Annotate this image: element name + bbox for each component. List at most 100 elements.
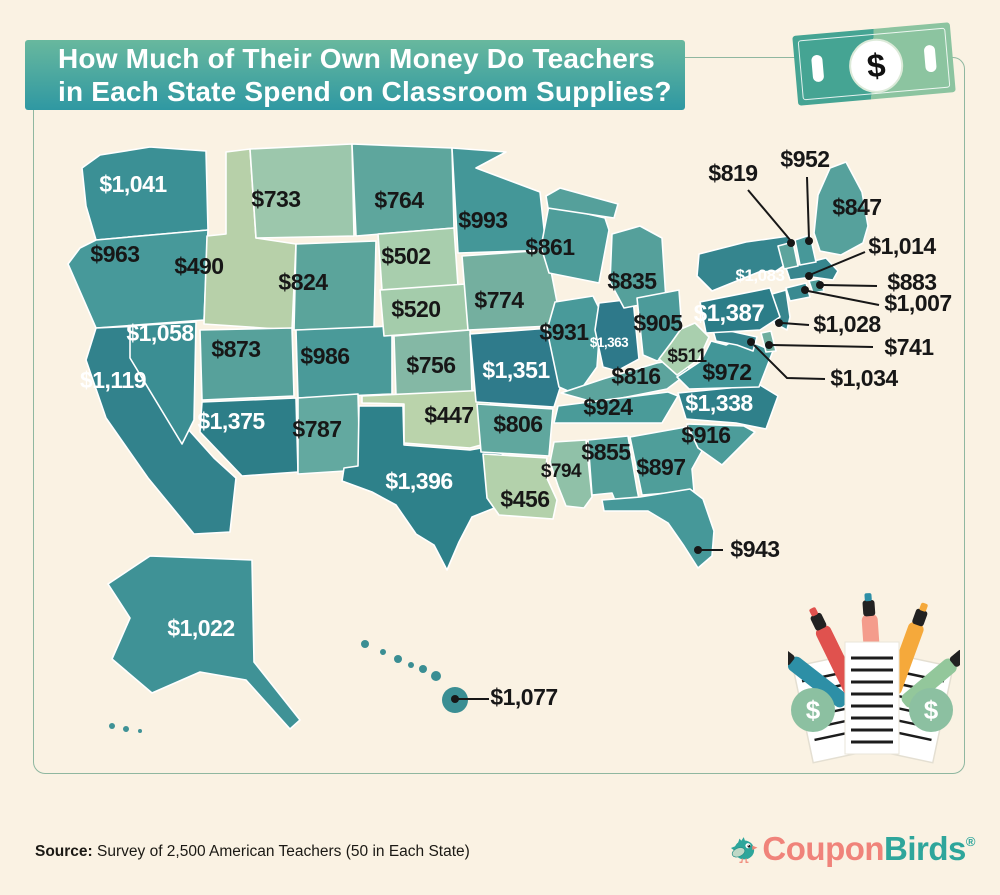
callout-line-CT (807, 290, 880, 306)
state-AK (107, 555, 301, 730)
state-label-IN: $1,363 (590, 335, 629, 350)
coin-left-icon: $ (791, 688, 835, 732)
state-MA (785, 257, 839, 281)
state-AK-island-2 (138, 729, 142, 733)
state-NY (696, 235, 795, 292)
state-HI-island-1 (380, 649, 386, 655)
state-label-ME: $847 (832, 194, 881, 220)
state-TX (341, 405, 504, 571)
callout-line-NH (806, 176, 810, 240)
state-AZ (199, 397, 299, 477)
state-label-MN: $993 (458, 207, 507, 233)
callout-dot-DE (765, 341, 773, 349)
state-HI-island-5 (431, 671, 441, 681)
state-HI-island-4 (419, 665, 427, 673)
callout-label-DE: $741 (884, 334, 934, 360)
state-AK-island-0 (109, 723, 115, 729)
coin-right-icon: $ (909, 688, 953, 732)
title-banner: How Much of Their Own Money Do Teachers … (25, 40, 685, 110)
state-label-TN: $924 (583, 394, 633, 420)
state-IL (546, 295, 602, 396)
state-label-NM: $787 (292, 416, 341, 442)
callout-dot-MD (747, 338, 755, 346)
state-label-CA: $1,119 (80, 367, 146, 393)
callout-dot-VT (787, 239, 795, 247)
state-MT (249, 143, 355, 239)
state-HI-island-2 (394, 655, 402, 663)
state-label-VA: $972 (702, 359, 751, 385)
state-FL (601, 488, 715, 569)
callout-line-MD (753, 344, 826, 380)
state-AK-island-1 (123, 726, 129, 732)
state-label-WA: $1,041 (99, 171, 167, 197)
callout-dot-MA (805, 272, 813, 280)
callout-line-VT (747, 189, 792, 242)
callout-label-HI: $1,077 (490, 684, 557, 710)
couponbirds-logo: CouponBirds® (730, 818, 976, 880)
state-GA (629, 426, 703, 496)
michigan-upper-peninsula (545, 187, 619, 219)
state-MN (451, 147, 556, 254)
state-label-WV: $511 (667, 346, 707, 367)
state-label-NE: $520 (391, 296, 440, 322)
callout-line-RI (822, 284, 878, 287)
state-label-UT: $873 (211, 336, 260, 362)
state-MO (469, 327, 563, 408)
state-label-GA: $897 (636, 454, 685, 480)
callout-dot-HI (451, 695, 459, 703)
state-label-MI: $835 (607, 268, 657, 294)
state-HI-island-0 (361, 640, 369, 648)
state-PA (699, 287, 781, 334)
paper-center (844, 641, 900, 755)
dollar-bill-right-pill (923, 44, 937, 73)
callout-label-CT: $1,007 (884, 290, 951, 316)
state-MD (711, 326, 758, 352)
state-label-SD: $502 (381, 243, 430, 269)
state-label-PA: $1,387 (694, 300, 765, 327)
state-AR (476, 403, 554, 457)
callout-dot-NH (805, 237, 813, 245)
page-title-line1: How Much of Their Own Money Do Teachers (58, 43, 655, 74)
logo-part-birds: Birds (884, 830, 966, 867)
page-title-line2: in Each State Spend on Classroom Supplie… (58, 76, 672, 107)
callout-label-MA: $1,014 (868, 233, 936, 259)
callout-label-MD: $1,034 (830, 365, 898, 391)
state-TN (553, 391, 679, 424)
school-supplies-illustration: $ $ (788, 593, 960, 764)
state-label-WY: $824 (278, 269, 328, 295)
state-WI (540, 204, 610, 284)
logo-part-coupon: Coupon (762, 830, 885, 867)
source-label: Source: (35, 843, 93, 860)
state-label-ID: $490 (174, 253, 223, 279)
source-note: Source: Survey of 2,500 American Teacher… (35, 843, 470, 861)
state-LA (482, 453, 558, 520)
registered-mark: ® (965, 834, 976, 849)
callout-dot-RI (816, 281, 824, 289)
dollar-bill-icon: $ (792, 22, 956, 106)
state-label-IA: $774 (474, 287, 524, 313)
state-label-AR: $806 (493, 411, 542, 437)
logo-wordmark: CouponBirds® (762, 830, 975, 868)
coin-left-dollar: $ (806, 695, 821, 725)
state-label-AL: $855 (581, 439, 631, 465)
state-SC (686, 423, 756, 466)
state-label-NC: $1,338 (685, 390, 753, 416)
state-label-TX: $1,396 (385, 468, 452, 494)
dollar-bill-left-pill (811, 54, 825, 83)
state-label-AZ: $1,375 (197, 408, 265, 434)
state-label-NY: $1,083 (736, 266, 785, 285)
state-label-MO: $1,351 (482, 357, 550, 383)
state-MS (549, 439, 593, 509)
state-HI-island-3 (408, 662, 414, 668)
callout-label-NH: $952 (780, 146, 829, 172)
state-label-KS: $756 (406, 352, 455, 378)
callout-dot-CT (801, 286, 809, 294)
state-label-MS: $794 (541, 461, 582, 482)
state-ME (813, 161, 869, 256)
callout-label-NJ: $1,028 (813, 311, 881, 337)
marker-blue-icon (788, 648, 849, 708)
state-label-KY: $816 (611, 363, 660, 389)
state-label-WI: $861 (525, 234, 575, 260)
callout-line-DE (771, 344, 874, 348)
